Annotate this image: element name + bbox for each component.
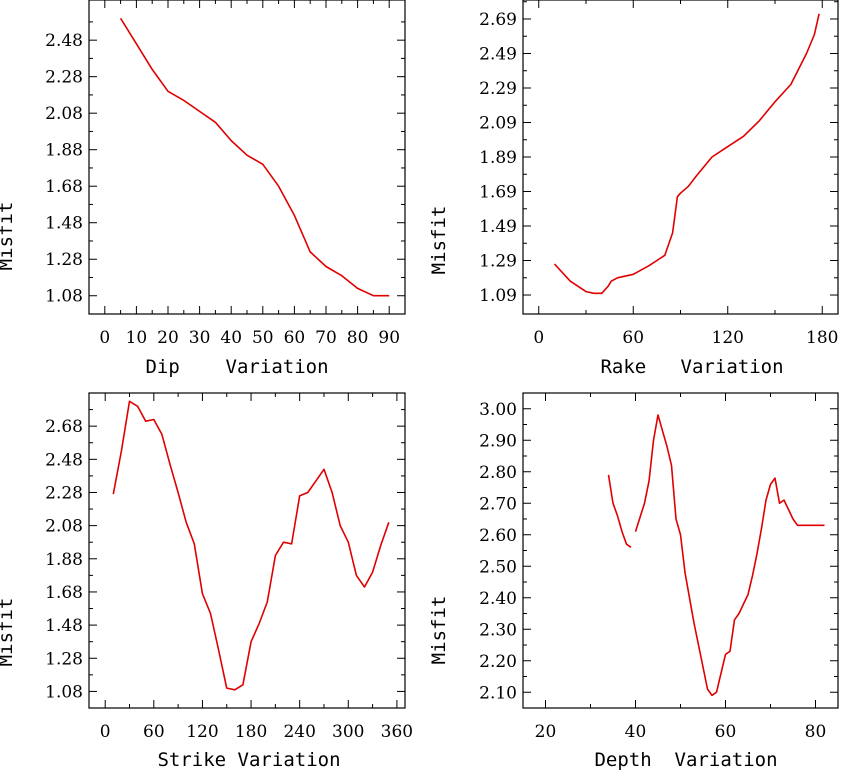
x-tick-label: 50 (252, 328, 274, 348)
series-line (119, 17, 390, 297)
y-tick-label: 1.09 (479, 286, 517, 306)
y-tick-label: 3.00 (479, 400, 517, 420)
y-axis-title: Misfit (428, 596, 450, 665)
x-tick-label: 60 (284, 328, 306, 348)
y-tick-label: 2.48 (45, 31, 83, 51)
y-axis-title: Misfit (428, 206, 450, 275)
panel-strike: Misfit Strike Variation 1.08 1.28 1.48 1.68… (0, 392, 413, 771)
y-tick-label: 1.88 (45, 141, 83, 161)
y-tick-label: 2.10 (479, 683, 517, 703)
x-axis-title: Depth Variation (594, 749, 777, 771)
y-tick-label: 2.40 (479, 589, 517, 609)
x-tick-label: 120 (712, 328, 744, 348)
y-tick-label: 2.20 (479, 652, 517, 672)
y-tick-label: 1.88 (45, 550, 83, 570)
y-tick-label: 1.08 (45, 287, 83, 307)
y-tick-label: 1.89 (479, 148, 517, 168)
x-tick-label: 20 (157, 328, 179, 348)
y-tick-label: 2.60 (479, 526, 517, 546)
y-axis-title-text: Misfit (0, 202, 17, 271)
x-tick-label: 240 (283, 722, 315, 742)
y-tick-label: 2.29 (479, 79, 517, 99)
x-tick-label: 20 (535, 722, 557, 742)
y-tick-label: 2.90 (479, 431, 517, 451)
plot-frame (522, 0, 839, 315)
y-axis-title-text: Misfit (428, 206, 450, 275)
y-tick-label: 1.29 (479, 252, 517, 272)
x-tick-label: 40 (625, 722, 647, 742)
x-tick-label: 60 (715, 722, 737, 742)
series-line (112, 400, 390, 691)
x-tick-label: 120 (186, 722, 218, 742)
x-tick-label: 80 (805, 722, 827, 742)
y-tick-label: 1.68 (45, 583, 83, 603)
y-tick-label: 2.28 (45, 68, 83, 88)
x-tick-label: 0 (533, 328, 544, 348)
y-tick-label: 1.68 (45, 177, 83, 197)
plot-frame (88, 392, 406, 709)
x-tick-label: 0 (100, 722, 111, 742)
x-axis-title: Strike Variation (157, 749, 340, 771)
series-line (553, 13, 820, 295)
y-tick-label: 2.30 (479, 620, 517, 640)
y-tick-label: 1.28 (45, 649, 83, 669)
plot-area: 1.09 1.29 1.49 1.69 1.89 2.09 2.29 2.49 2.69 0 60 1… (479, 0, 839, 348)
x-tick-label: 40 (220, 328, 242, 348)
y-tick-label: 2.08 (45, 104, 83, 124)
x-tick-label: 60 (622, 328, 644, 348)
plot-area: 1.08 1.28 1.48 1.68 1.88 2.08 2.28 2.48 2.68 0 60 1… (45, 392, 413, 742)
x-tick-label: 180 (806, 328, 838, 348)
panel-depth: Misfit Depth Variation 2.102.202.302.402… (428, 392, 839, 771)
x-tick-label: 300 (332, 722, 364, 742)
plot-area: 2.10 2.20 2.30 2.40 2.50 2.60 2.70 2.80 2.90 3.00… (479, 392, 839, 742)
x-tick-label: 180 (235, 722, 267, 742)
x-tick-label: 0 (99, 328, 110, 348)
y-axis-title-text: Misfit (428, 596, 450, 665)
y-tick-label: 1.48 (45, 616, 83, 636)
y-tick-label: 2.68 (45, 417, 83, 437)
y-tick-label: 1.69 (479, 183, 517, 203)
x-axis-title: Dip Variation (145, 356, 328, 378)
y-tick-label: 2.69 (479, 10, 517, 30)
y-tick-label: 2.49 (479, 44, 517, 64)
y-tick-label: 1.48 (45, 214, 83, 234)
y-tick-label: 2.70 (479, 494, 517, 514)
x-tick-label: 80 (347, 328, 369, 348)
x-tick-label: 10 (126, 328, 148, 348)
y-tick-label: 2.48 (45, 450, 83, 470)
plot-frame (522, 392, 839, 709)
x-axis-title: Rake Variation (600, 356, 783, 378)
x-tick-label: 90 (378, 328, 400, 348)
x-tick-label: 60 (143, 722, 165, 742)
y-tick-label: 2.50 (479, 557, 517, 577)
panel-dip: Misfit Dip Variation 1.08 1.28 1.48 1.68 1.8… (0, 0, 406, 378)
x-tick-label: 70 (315, 328, 337, 348)
y-tick-label: 2.08 (45, 517, 83, 537)
y-tick-label: 1.08 (45, 682, 83, 702)
y-axis-title-text: Misfit (0, 598, 17, 667)
y-tick-label: 2.09 (479, 113, 517, 133)
y-axis-title: Misfit (0, 202, 17, 271)
y-tick-label: 2.80 (479, 463, 517, 483)
series-line (607, 474, 632, 548)
y-tick-label: 1.28 (45, 250, 83, 270)
series-line (634, 414, 825, 697)
x-tick-label: 30 (189, 328, 211, 348)
y-axis-title: Misfit (0, 598, 17, 667)
plot-area: 1.08 1.28 1.48 1.68 1.88 2.08 2.28 2.48 0 10 20 30 4… (45, 0, 406, 348)
y-tick-label: 1.49 (479, 217, 517, 237)
x-tick-label: 360 (381, 722, 413, 742)
y-tick-label: 2.28 (45, 483, 83, 503)
panel-rake: Misfit Rake Variation 1.091.291.491.691.… (428, 0, 839, 378)
plot-frame (88, 0, 406, 315)
